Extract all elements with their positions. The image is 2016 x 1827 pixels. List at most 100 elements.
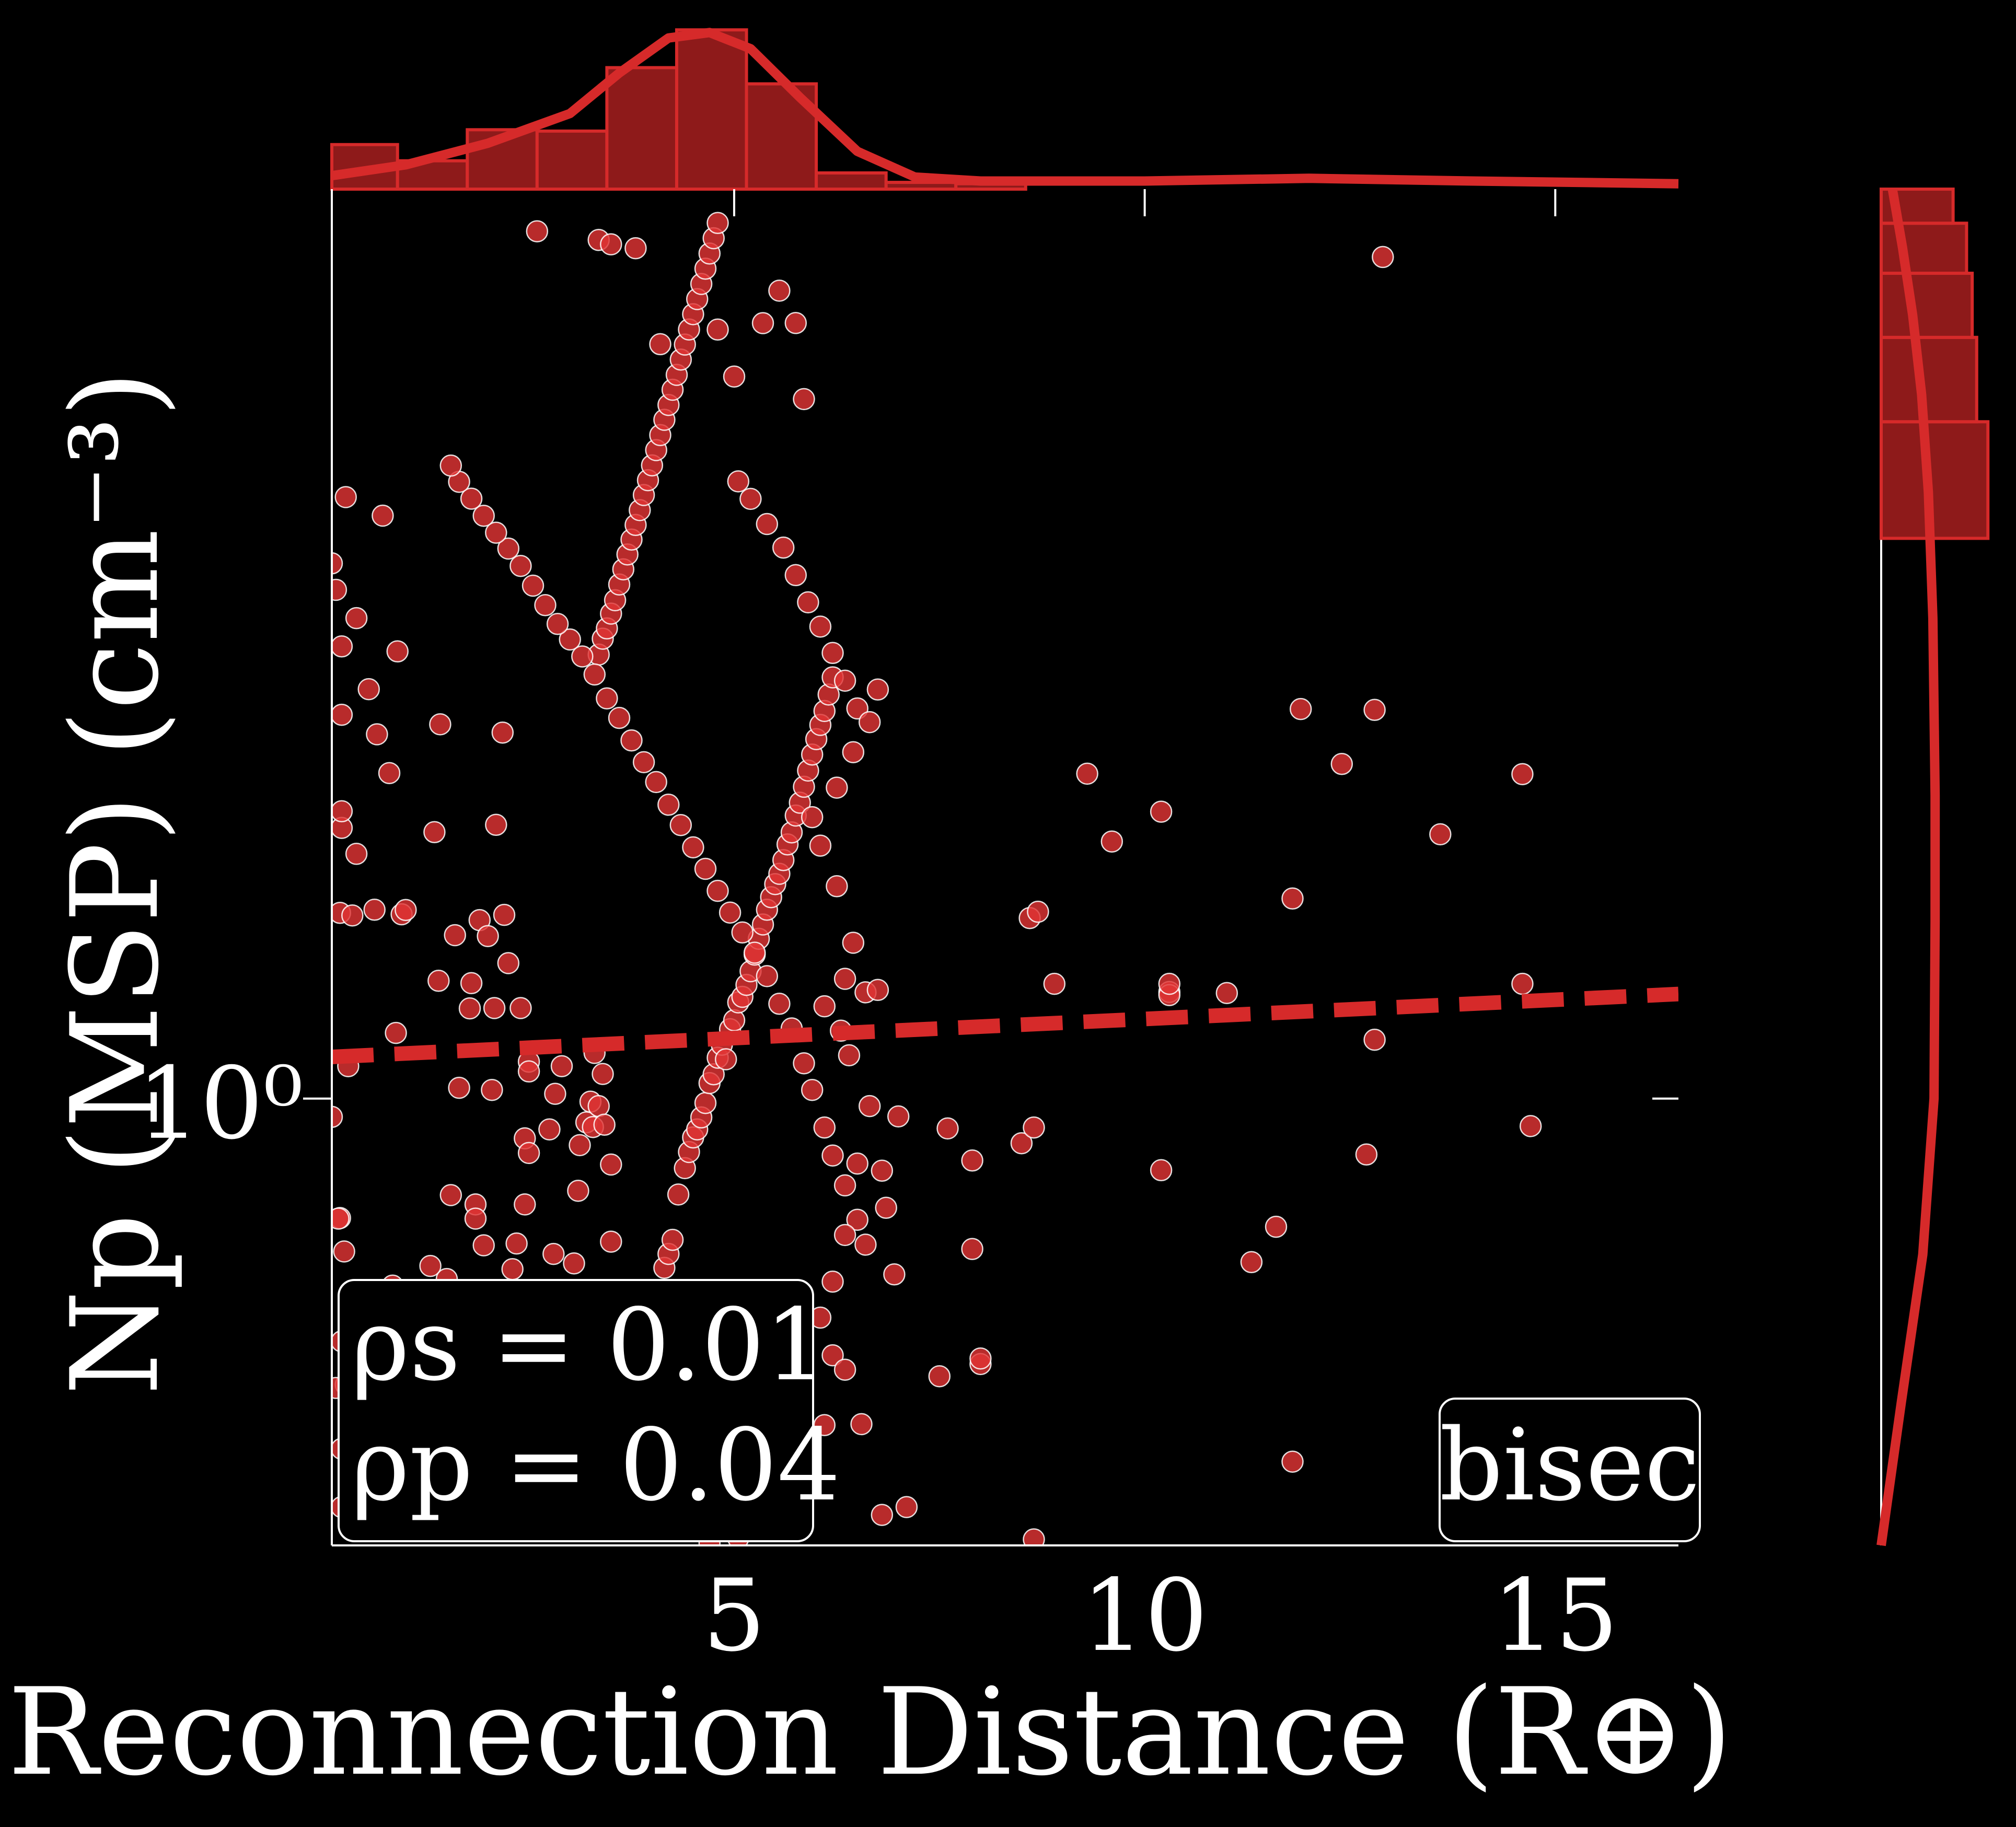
scatter-point xyxy=(497,952,520,974)
fit-line-group xyxy=(332,986,1678,1064)
scatter-point xyxy=(608,706,631,729)
scatter-point xyxy=(768,993,791,1015)
scatter-point xyxy=(661,1228,684,1251)
scatter-point xyxy=(429,713,451,736)
scatter-point xyxy=(866,979,889,1002)
scatter-point xyxy=(706,879,729,902)
scatter-point xyxy=(345,607,368,630)
scatter-point xyxy=(743,941,766,964)
scatter-point xyxy=(669,813,692,836)
scatter-point xyxy=(1215,982,1238,1004)
scatter-point xyxy=(1023,1116,1045,1139)
fit-line xyxy=(332,986,1678,1064)
method-tag-label: bisec xyxy=(1440,1407,1700,1523)
scatter-point xyxy=(497,537,520,560)
right-hist-bar xyxy=(1880,272,1974,339)
scatter-point xyxy=(723,365,746,388)
scatter-point xyxy=(332,703,353,726)
scatter-point xyxy=(517,1060,540,1083)
scatter-point xyxy=(657,794,680,816)
scatter-point xyxy=(846,1208,868,1231)
scatter-point xyxy=(645,771,667,794)
scatter-point xyxy=(1100,830,1123,853)
scatter-point xyxy=(821,1270,844,1293)
top-hist-bar xyxy=(535,129,609,191)
scatter-point xyxy=(1265,1215,1288,1238)
right-hist-bar xyxy=(1880,420,1990,540)
scatter-point xyxy=(797,591,819,614)
scatter-point xyxy=(464,1207,487,1230)
scatter-point xyxy=(1281,887,1304,910)
scatter-point xyxy=(620,729,643,752)
scatter-point xyxy=(1511,972,1534,995)
scatter-point xyxy=(809,834,832,857)
scatter-point xyxy=(850,1413,873,1436)
scatter-point xyxy=(821,642,844,665)
scatter-point xyxy=(682,836,704,859)
scatter-point xyxy=(719,901,741,924)
scatter-point xyxy=(1023,1528,1045,1545)
scatter-point xyxy=(694,857,717,880)
scatter-point xyxy=(1027,900,1049,923)
scatter-point xyxy=(858,711,881,734)
scatter-point xyxy=(419,1254,442,1277)
scatter-point xyxy=(386,640,409,663)
top-hist-bar xyxy=(675,28,748,191)
scatter-point xyxy=(522,574,544,597)
scatter-point xyxy=(332,800,353,823)
scatter-point xyxy=(546,613,569,635)
scatter-point xyxy=(833,1224,856,1247)
spearman-stat: ρs = 0.01 xyxy=(351,1287,828,1403)
scatter-point xyxy=(1330,753,1353,775)
scatter-point xyxy=(731,921,754,944)
scatter-point xyxy=(756,965,779,987)
scatter-point xyxy=(427,970,450,992)
top-kde-curve xyxy=(331,28,1679,189)
scatter-point xyxy=(372,504,394,527)
scatter-point xyxy=(571,645,594,668)
scatter-point xyxy=(936,1117,959,1140)
scatter-point xyxy=(772,536,795,559)
scatter-point xyxy=(694,1091,717,1114)
scatter-point xyxy=(624,237,647,260)
scatter-point xyxy=(961,1149,983,1172)
scatter-point xyxy=(569,1134,591,1157)
scatter-point xyxy=(485,521,507,544)
scatter-point xyxy=(501,1258,524,1281)
scatter-point xyxy=(332,1207,350,1230)
scatter-point xyxy=(883,1263,906,1286)
scatter-point xyxy=(534,594,557,616)
tick-group: 5 10 15 10⁰ xyxy=(137,189,1678,1673)
right-hist-bar xyxy=(1880,335,1978,424)
scatter-point xyxy=(809,615,832,638)
scatter-point xyxy=(600,1153,622,1176)
top-marginal-histogram xyxy=(330,28,1679,191)
scatter-point xyxy=(826,875,848,898)
scatter-point xyxy=(333,1240,355,1263)
scatter-point xyxy=(334,486,357,508)
scatter-point xyxy=(793,388,815,411)
scatter-point xyxy=(1150,1159,1173,1182)
x-tick-label: 15 xyxy=(1492,1558,1618,1673)
scatter-point xyxy=(526,220,549,242)
scatter-point xyxy=(833,1358,856,1381)
x-tick-label: 5 xyxy=(703,1558,766,1673)
scatter-point xyxy=(458,997,481,1020)
scatter-point xyxy=(649,333,671,356)
stats-box-frame xyxy=(338,1279,814,1542)
scatter-point xyxy=(472,504,495,527)
scatter-point xyxy=(928,1365,951,1388)
scatter-point xyxy=(332,635,353,658)
scatter-point xyxy=(345,843,368,865)
scatter-point xyxy=(460,972,483,995)
scatter-point xyxy=(887,1105,910,1128)
scatter-point xyxy=(821,1144,844,1167)
right-kde-curve xyxy=(1876,188,1940,1546)
scatter-point xyxy=(842,932,865,954)
scatter-point xyxy=(813,995,836,1018)
scatter-point xyxy=(1511,763,1534,785)
scatter-point xyxy=(793,1052,815,1075)
scatter-point xyxy=(505,1232,528,1255)
